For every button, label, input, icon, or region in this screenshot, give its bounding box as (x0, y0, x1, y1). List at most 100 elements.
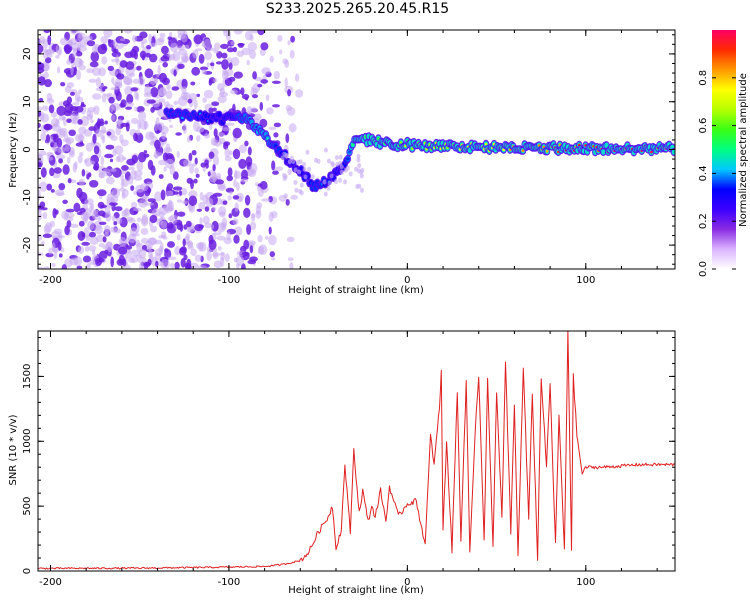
noise-blob (268, 226, 272, 235)
noise-blob (204, 51, 212, 61)
noise-blob (202, 215, 210, 225)
noise-blob (204, 206, 210, 212)
noise-blob (233, 179, 237, 188)
noise-blob (339, 164, 344, 170)
noise-blob (205, 197, 214, 208)
y-tick-label: 0 (22, 146, 33, 152)
noise-blob (154, 252, 162, 261)
noise-blob (68, 129, 76, 137)
noise-blob (237, 43, 244, 48)
noise-blob (212, 206, 217, 212)
noise-blob (175, 132, 182, 136)
noise-blob (57, 49, 61, 56)
noise-blob (138, 151, 147, 163)
noise-blob (259, 180, 268, 190)
noise-blob (126, 94, 134, 104)
noise-blob (235, 255, 245, 266)
noise-blob (190, 248, 197, 257)
noise-blob (198, 224, 205, 229)
noise-blob (111, 215, 116, 222)
noise-blob (88, 78, 98, 83)
noise-blob (94, 224, 103, 235)
noise-blob (221, 127, 231, 132)
noise-blob (104, 232, 109, 237)
noise-blob (44, 79, 52, 88)
noise-blob (78, 134, 84, 141)
noise-blob (158, 159, 168, 166)
noise-blob (247, 168, 257, 178)
noise-blob (139, 120, 149, 130)
noise-blob (147, 198, 156, 203)
noise-blob (136, 65, 142, 71)
snr-ylabel: SNR (10 * v/v) (8, 414, 19, 485)
noise-blob (66, 96, 72, 105)
noise-blob (38, 181, 48, 192)
noise-blob (93, 145, 100, 155)
noise-blob (97, 189, 107, 197)
noise-blob (111, 102, 121, 111)
noise-blob (181, 54, 188, 61)
noise-blob (167, 256, 177, 261)
noise-blob (132, 78, 140, 85)
noise-blob (57, 146, 66, 154)
colorbar-axis: 0.0 0.2 0.4 0.6 0.8 (698, 70, 736, 277)
noise-blob (282, 176, 287, 182)
noise-blob (208, 239, 217, 250)
noise-blob (240, 178, 249, 183)
page-title: S233.2025.265.20.45.R15 (265, 1, 450, 17)
noise-blob (40, 132, 47, 141)
noise-blob (92, 93, 102, 100)
noise-blob (137, 257, 147, 264)
track-body (601, 149, 606, 155)
noise-blob (302, 166, 307, 172)
noise-blob (110, 168, 117, 173)
noise-blob (294, 187, 299, 193)
noise-blob (85, 234, 91, 242)
noise-blob (212, 192, 223, 197)
noise-blob (72, 42, 80, 52)
noise-blob (154, 120, 158, 132)
noise-blob (88, 245, 97, 252)
noise-blob (128, 175, 134, 185)
noise-blob (213, 128, 218, 138)
noise-blob (110, 194, 119, 204)
noise-blob (204, 222, 212, 229)
noise-blob (221, 217, 228, 228)
track-core (274, 144, 278, 147)
noise-blob (217, 245, 222, 251)
noise-blob (236, 181, 240, 192)
noise-blob (179, 247, 187, 256)
noise-blob (288, 123, 297, 133)
noise-blob (116, 73, 125, 80)
noise-blob (221, 59, 229, 70)
noise-blob (150, 77, 157, 86)
noise-blob (218, 137, 226, 145)
noise-blob (186, 135, 191, 143)
noise-blob (246, 59, 250, 66)
spectrogram-frame (37, 29, 676, 270)
noise-blob (190, 179, 194, 190)
noise-blob (163, 147, 172, 154)
noise-blob (176, 150, 180, 159)
noise-blob (115, 54, 120, 66)
noise-blob (158, 245, 163, 255)
noise-blob (132, 207, 142, 212)
noise-blob (43, 30, 51, 34)
noise-blob (217, 95, 227, 104)
noise-blob (191, 163, 197, 167)
noise-blob (72, 162, 78, 173)
noise-blob (76, 69, 81, 81)
noise-blob (232, 218, 239, 225)
noise-blob (38, 43, 44, 54)
track-core (348, 150, 351, 154)
noise-blob (149, 53, 158, 63)
noise-blob (104, 171, 112, 177)
noise-blob (158, 206, 169, 215)
noise-blob (167, 183, 173, 191)
noise-blob (118, 254, 125, 265)
noise-blob (157, 64, 161, 75)
noise-blob (163, 101, 170, 107)
noise-blob (286, 107, 296, 116)
noise-blob (222, 30, 228, 33)
